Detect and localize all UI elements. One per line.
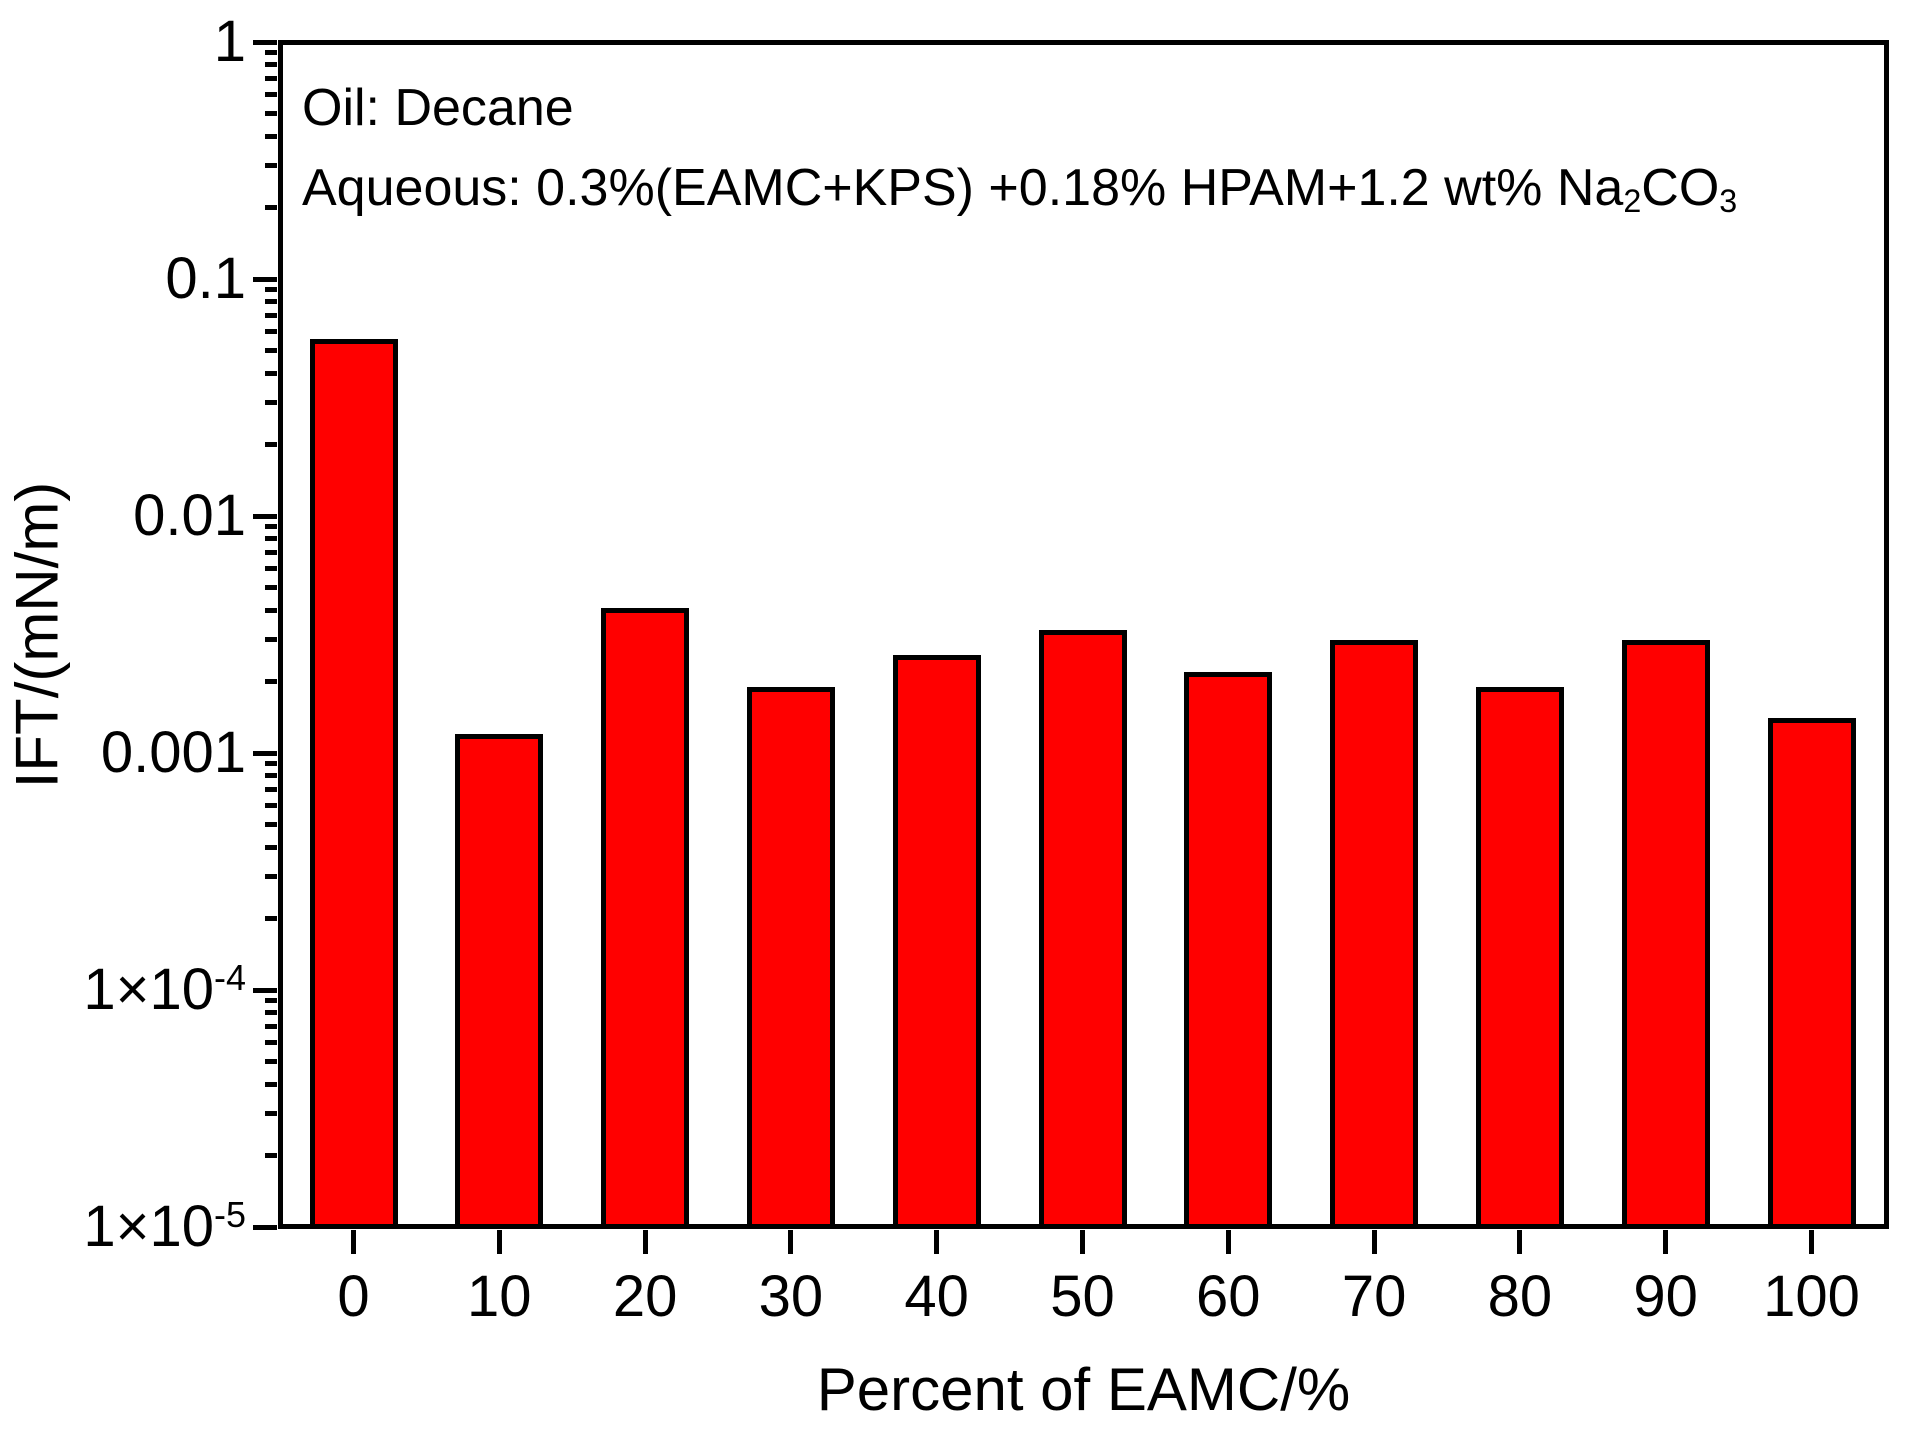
annotation-text-segment: CO — [1641, 159, 1720, 217]
y-minor-tick — [265, 163, 277, 169]
y-minor-tick — [265, 347, 277, 353]
y-minor-tick — [265, 916, 277, 922]
x-major-tick — [351, 1230, 356, 1254]
y-minor-tick — [265, 679, 277, 685]
x-tick-label: 60 — [1196, 1264, 1261, 1329]
y-major-tick — [253, 276, 277, 282]
y-minor-tick — [265, 1058, 277, 1064]
x-tick-label: 40 — [904, 1264, 969, 1329]
y-minor-tick — [265, 1081, 277, 1087]
x-tick-label: 100 — [1763, 1264, 1860, 1329]
y-major-tick — [253, 513, 277, 519]
y-tick-label: 0.001 — [100, 720, 246, 785]
x-major-tick — [1517, 1230, 1523, 1254]
x-tick-label: 10 — [467, 1264, 532, 1329]
y-tick-exponent: -5 — [214, 1194, 246, 1236]
x-tick-label: 50 — [1050, 1264, 1115, 1329]
annotation-text-segment: Aqueous: 0.3%(EAMC+KPS) +0.18% HPAM+1.2 … — [302, 159, 1624, 217]
y-minor-tick — [265, 133, 277, 139]
bar-60 — [1184, 671, 1273, 1229]
bar-70 — [1330, 639, 1419, 1229]
y-minor-tick — [265, 205, 277, 211]
y-major-tick — [253, 987, 277, 993]
x-tick-label: 30 — [758, 1264, 824, 1329]
y-minor-tick — [265, 821, 277, 827]
y-minor-tick — [265, 844, 277, 850]
x-major-tick — [1225, 1230, 1231, 1254]
y-minor-tick — [265, 1024, 277, 1030]
x-tick-label: 90 — [1633, 1264, 1698, 1329]
x-major-tick — [934, 1230, 940, 1254]
y-minor-tick — [265, 50, 277, 56]
x-tick-label: 20 — [612, 1264, 678, 1329]
annotation: Oil: Decane Aqueous: 0.3%(EAMC+KPS) +0.1… — [302, 68, 1737, 234]
bar-100 — [1767, 718, 1856, 1229]
y-minor-tick — [265, 1010, 277, 1016]
y-minor-tick — [265, 370, 277, 376]
y-minor-tick — [265, 998, 277, 1004]
bar-50 — [1038, 630, 1127, 1229]
y-minor-tick — [265, 773, 277, 779]
bar-20 — [601, 607, 690, 1229]
y-minor-tick — [265, 607, 277, 613]
x-major-tick — [642, 1230, 648, 1254]
y-tick-label: 1×10-5 — [83, 1194, 246, 1259]
y-minor-tick — [265, 761, 277, 767]
bar-90 — [1621, 639, 1710, 1229]
y-minor-tick — [265, 1153, 277, 1159]
y-minor-tick — [265, 550, 277, 556]
y-minor-tick — [265, 787, 277, 793]
y-tick-label: 0.1 — [165, 246, 246, 311]
y-minor-tick — [265, 803, 277, 809]
bar-80 — [1475, 686, 1564, 1229]
y-tick-label: 1×10-4 — [83, 957, 246, 1022]
y-major-tick — [253, 39, 277, 45]
y-minor-tick — [265, 92, 277, 98]
y-minor-tick — [265, 62, 277, 68]
y-minor-tick — [265, 524, 277, 530]
bar-0 — [309, 338, 398, 1229]
y-major-tick — [253, 1224, 277, 1230]
y-minor-tick — [265, 329, 277, 335]
bar-10 — [455, 734, 544, 1229]
y-tick-label: 1 — [213, 9, 246, 74]
x-major-tick — [496, 1230, 502, 1254]
y-minor-tick — [265, 874, 277, 880]
y-minor-tick — [265, 313, 277, 319]
y-minor-tick — [265, 110, 277, 116]
y-tick-label: 0.01 — [133, 483, 246, 548]
y-tick-exponent: -4 — [214, 957, 246, 999]
y-major-tick — [253, 750, 277, 756]
annotation-line-aqueous: Aqueous: 0.3%(EAMC+KPS) +0.18% HPAM+1.2 … — [302, 148, 1737, 234]
x-major-tick — [1080, 1230, 1085, 1254]
y-minor-tick — [265, 536, 277, 542]
y-minor-tick — [265, 566, 277, 572]
x-tick-label: 0 — [337, 1264, 370, 1329]
y-minor-tick — [265, 1111, 277, 1117]
bar-30 — [746, 686, 835, 1229]
y-minor-tick — [265, 400, 277, 406]
annotation-line-oil: Oil: Decane — [302, 79, 574, 137]
x-major-tick — [1663, 1230, 1669, 1254]
bar-40 — [892, 654, 981, 1229]
annotation-subscript: 3 — [1719, 183, 1738, 220]
x-major-tick — [1809, 1230, 1814, 1254]
y-minor-tick — [265, 287, 277, 293]
plot-area: Oil: Decane Aqueous: 0.3%(EAMC+KPS) +0.1… — [278, 40, 1889, 1229]
y-minor-tick — [265, 299, 277, 305]
annotation-subscript: 2 — [1623, 183, 1642, 220]
x-tick-label: 80 — [1487, 1264, 1553, 1329]
y-minor-tick — [265, 76, 277, 82]
y-minor-tick — [265, 584, 277, 590]
y-minor-tick — [265, 442, 277, 448]
y-minor-tick — [265, 1040, 277, 1046]
x-tick-label: 70 — [1341, 1264, 1407, 1329]
x-major-tick — [788, 1230, 794, 1254]
y-minor-tick — [265, 637, 277, 643]
y-axis-title: IFT/(mN/m) — [3, 481, 71, 788]
x-major-tick — [1371, 1230, 1377, 1254]
x-axis-title: Percent of EAMC/% — [816, 1356, 1351, 1423]
